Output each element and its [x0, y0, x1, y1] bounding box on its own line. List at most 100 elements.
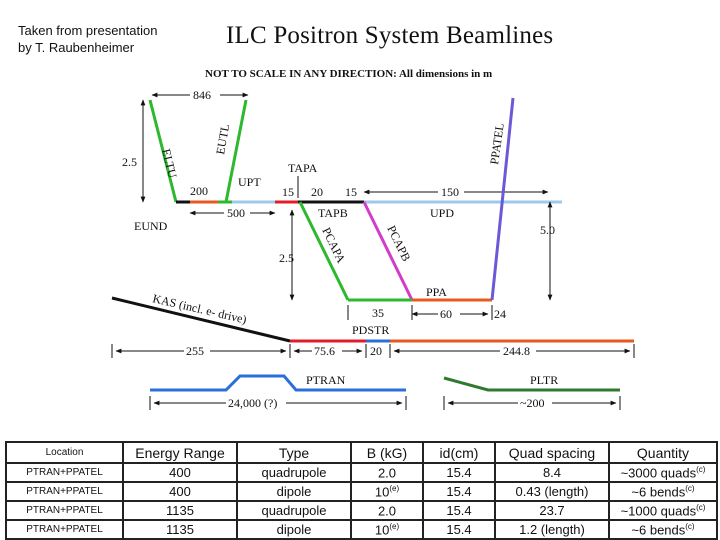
dim-200b: ~200: [520, 396, 545, 410]
cell-type: dipole: [236, 481, 352, 502]
dim-35: 35: [372, 306, 384, 320]
ptran-line: [150, 374, 406, 392]
cell-quantity-note: (c): [696, 464, 706, 474]
beamline-diagram: NOT TO SCALE IN ANY DIRECTION: All dimen…: [111, 68, 635, 410]
table-row: PTRAN+PPATEL 400 dipole 10(e) 15.4 0.43 …: [5, 481, 718, 502]
cell-quantity-value: ~6 bends: [631, 522, 686, 538]
cell-location: PTRAN+PPATEL: [5, 462, 124, 483]
table-row: PTRAN+PPATEL 1135 dipole 10(e) 15.4 1.2 …: [5, 519, 718, 540]
cell-quantity-value: ~6 bends: [631, 484, 686, 500]
page-title: ILC Positron System Beamlines: [226, 22, 554, 49]
table-row: PTRAN+PPATEL 1135 quadrupole 2.0 15.4 23…: [5, 500, 718, 521]
cell-location: PTRAN+PPATEL: [5, 519, 124, 540]
cell-quantity: ~3000 quads(c): [608, 462, 718, 483]
dim-500: 500: [227, 206, 245, 220]
cell-energy: 1135: [122, 500, 238, 521]
label-pcapa: PCAPA: [319, 225, 348, 265]
cell-b-value: 2.0: [377, 465, 397, 481]
table-row: PTRAN+PPATEL 400 quadrupole 2.0 15.4 8.4…: [5, 462, 718, 483]
dim-24: 24: [494, 307, 506, 321]
label-eund: EUND: [134, 219, 168, 233]
cell-spacing: 1.2 (length): [494, 519, 610, 540]
cell-type: quadrupole: [236, 500, 352, 521]
dim-2-5-top: 2.5: [122, 155, 137, 169]
cell-b-note: (e): [389, 521, 400, 531]
pltr-line: [443, 376, 620, 392]
cell-id: 15.4: [422, 500, 496, 521]
header-quantity: Quantity: [608, 441, 718, 464]
cell-b: 2.0: [350, 500, 424, 521]
label-ppatel: PPATEL: [487, 122, 507, 165]
label-upt: UPT: [238, 175, 261, 189]
label-pcapb: PCAPB: [384, 223, 413, 263]
label-tapb: TAPB: [318, 206, 348, 220]
header-type: Type: [236, 441, 352, 464]
cell-id: 15.4: [422, 481, 496, 502]
cell-b: 10(e): [350, 519, 424, 540]
cell-energy: 400: [122, 481, 238, 502]
cell-quantity-value: ~3000 quads: [620, 465, 697, 481]
dim-200: 200: [190, 184, 208, 198]
dim-150: 150: [441, 185, 459, 199]
label-tapa: TAPA: [288, 161, 318, 175]
magnet-spec-table: Location Energy Range Type B (kG) id(cm)…: [5, 441, 718, 540]
label-pltr: PLTR: [530, 373, 558, 387]
dim-75-6: 75.6: [314, 344, 335, 358]
cell-type: quadrupole: [236, 462, 352, 483]
cell-energy: 400: [122, 462, 238, 483]
label-kas: KAS (incl. e- drive): [151, 291, 248, 326]
cell-b: 10(e): [350, 481, 424, 502]
dim-255: 255: [186, 344, 204, 358]
cell-b-value: 2.0: [377, 503, 397, 519]
cell-quantity-note: (c): [696, 502, 706, 512]
cell-b-note: (e): [389, 483, 400, 493]
kas-line: [111, 296, 291, 343]
cell-b-value: 10: [374, 484, 390, 500]
label-upd: UPD: [430, 206, 454, 220]
header-quad-spacing: Quad spacing: [494, 441, 610, 464]
dim-24000: 24,000 (?): [228, 396, 277, 410]
dim-244-8: 244.8: [503, 344, 530, 358]
cell-quantity: ~6 bends(c): [608, 481, 718, 502]
label-eltu: ELTU: [159, 147, 180, 179]
label-ptran: PTRAN: [306, 373, 346, 387]
dim-20: 20: [311, 185, 323, 199]
dim-5-0: 5.0: [540, 223, 555, 237]
cell-b-value: 10: [374, 522, 390, 538]
cell-type: dipole: [236, 519, 352, 540]
source-caption: Taken from presentation by T. Raubenheim…: [18, 23, 158, 55]
header-energy-range: Energy Range: [122, 441, 238, 464]
cell-id: 15.4: [422, 462, 496, 483]
ppatel-line: [490, 97, 515, 301]
cell-quantity: ~6 bends(c): [608, 519, 718, 540]
scale-note: NOT TO SCALE IN ANY DIRECTION: All dimen…: [205, 68, 492, 80]
cell-spacing: 0.43 (length): [494, 481, 610, 502]
label-pdstr: PDSTR: [352, 323, 389, 337]
cell-energy: 1135: [122, 519, 238, 540]
cell-id: 15.4: [422, 519, 496, 540]
eutl-line: [224, 99, 248, 203]
label-ppa: PPA: [426, 285, 447, 299]
header-b-field: B (kG): [350, 441, 424, 464]
dim-20b: 20: [370, 344, 382, 358]
cell-quantity-note: (c): [685, 521, 695, 531]
dim-60: 60: [440, 307, 452, 321]
table-header-row: Location Energy Range Type B (kG) id(cm)…: [5, 441, 718, 464]
cell-location: PTRAN+PPATEL: [5, 481, 124, 502]
pcapa-line: [298, 201, 350, 301]
header-location: Location: [5, 441, 124, 464]
cell-spacing: 23.7: [494, 500, 610, 521]
cell-quantity-note: (c): [685, 483, 695, 493]
dim-2-5-mid: 2.5: [279, 251, 294, 265]
cell-quantity: ~1000 quads(c): [608, 500, 718, 521]
eltu-line: [148, 99, 178, 203]
dim-846: 846: [193, 88, 211, 102]
cell-spacing: 8.4: [494, 462, 610, 483]
dim-15b: 15: [345, 185, 357, 199]
header-id: id(cm): [422, 441, 496, 464]
cell-location: PTRAN+PPATEL: [5, 500, 124, 521]
pcapb-line: [362, 201, 414, 301]
dim-15a: 15: [282, 185, 294, 199]
label-eutl: EUTL: [213, 123, 232, 156]
cell-b: 2.0: [350, 462, 424, 483]
